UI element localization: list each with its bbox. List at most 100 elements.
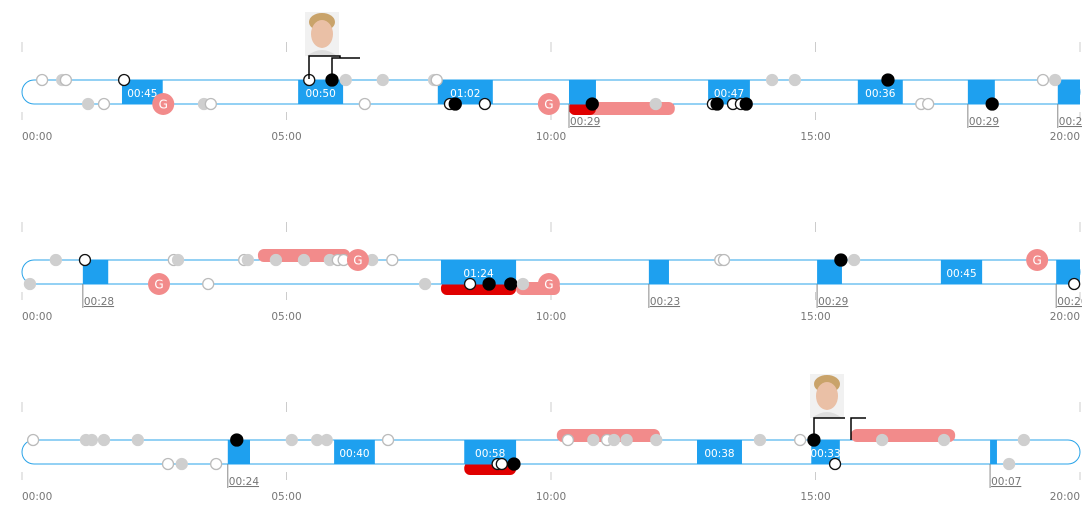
- penalty-label: 00:29: [570, 116, 600, 128]
- tick-label: 00:00: [22, 311, 52, 323]
- event-dot: [81, 97, 95, 111]
- event-dot: [358, 97, 371, 111]
- event-dot: [937, 433, 951, 447]
- event-dot: [26, 433, 40, 447]
- tick-label: 05:00: [271, 311, 301, 323]
- goal-label: G: [544, 278, 553, 292]
- event-dot: [1036, 73, 1050, 87]
- event-dot: [97, 433, 111, 447]
- event-dot: [495, 457, 508, 471]
- event-dot: [620, 433, 633, 447]
- penalty-block: [648, 259, 669, 285]
- event-dot: [788, 73, 802, 87]
- event-dot: [587, 433, 600, 447]
- penalty-label: 00:45: [127, 88, 157, 100]
- penalty-label: 00:24: [229, 476, 260, 488]
- tick-label: 05:00: [271, 491, 301, 503]
- event-dot: [710, 97, 724, 111]
- event-dot: [1068, 277, 1081, 291]
- event-dot: [1017, 433, 1031, 447]
- event-dot: [59, 73, 73, 87]
- player-photo: [810, 374, 866, 440]
- tick-label: 20:00: [1050, 131, 1080, 143]
- penalty-label: 00:07: [991, 476, 1021, 488]
- event-dot: [985, 97, 999, 111]
- event-dot: [765, 73, 779, 87]
- event-dot: [922, 97, 935, 111]
- tick-label: 15:00: [800, 491, 830, 503]
- penalty-label: 00:28: [84, 296, 114, 308]
- event-dot: [269, 253, 283, 267]
- event-dot: [463, 277, 477, 291]
- event-dot: [204, 97, 218, 111]
- penalty-label: 00:29: [818, 296, 848, 308]
- event-dot: [418, 277, 432, 291]
- event-dot: [516, 277, 530, 291]
- penalty-label: 00:26: [1057, 296, 1082, 308]
- event-dot: [1048, 73, 1062, 87]
- event-dot: [739, 97, 753, 111]
- goal-marker: [346, 249, 369, 271]
- penalty-block: [227, 439, 250, 465]
- goal-marker: [152, 93, 175, 115]
- event-dot: [607, 433, 621, 447]
- tick-label: 15:00: [800, 131, 830, 143]
- event-dot: [376, 73, 389, 87]
- goal-label: G: [159, 98, 168, 112]
- event-dot: [241, 253, 255, 267]
- event-dot: [23, 277, 37, 291]
- goal-marker: [148, 273, 171, 295]
- penalty-label: 00:38: [704, 448, 734, 460]
- power-play-bar: [440, 282, 517, 295]
- penalty-block: [990, 439, 997, 465]
- event-dot: [175, 457, 188, 471]
- event-dot: [49, 253, 63, 267]
- event-dot: [794, 433, 807, 447]
- period: 00:00 05:00 10:00 15:00 20:00 00:24 00:40 00:58…: [21, 402, 1081, 503]
- event-dot: [507, 457, 521, 471]
- tick-label: 00:00: [22, 491, 52, 503]
- event-dot: [35, 73, 49, 87]
- penalty-block: [334, 439, 375, 465]
- event-dot: [847, 253, 861, 267]
- event-dot: [561, 433, 575, 447]
- event-dot: [828, 457, 842, 471]
- penalty-label: 00:29: [969, 116, 999, 128]
- penalty-block: [940, 259, 983, 285]
- event-dot: [753, 433, 767, 447]
- event-dot: [285, 433, 298, 447]
- event-dot: [504, 277, 518, 291]
- penalty-label: 01:02: [450, 88, 480, 100]
- goal-label: G: [154, 278, 163, 292]
- event-dot: [478, 97, 492, 111]
- penalty-block: [464, 439, 517, 465]
- event-dot: [202, 277, 215, 291]
- penalty-label: 00:58: [475, 448, 505, 460]
- event-dot: [97, 97, 111, 111]
- penalty-label: 01:24: [463, 268, 494, 280]
- goal-label: G: [544, 98, 553, 112]
- event-dot: [161, 457, 175, 471]
- event-dot: [834, 253, 848, 267]
- event-dot: [230, 433, 244, 447]
- goal-label: G: [353, 254, 362, 268]
- event-dot: [881, 73, 895, 87]
- penalty-label: 00:45: [946, 268, 976, 280]
- tick-label: 10:00: [536, 131, 566, 143]
- event-dot: [131, 433, 145, 447]
- event-dot: [1002, 457, 1016, 471]
- tick-label: 20:00: [1050, 491, 1080, 503]
- penalty-block: [1057, 79, 1080, 105]
- player-photo: [305, 12, 360, 79]
- penalty-label: 00:33: [810, 448, 840, 460]
- event-dot: [650, 433, 663, 447]
- event-dot: [448, 97, 462, 111]
- tick-label: 10:00: [536, 491, 566, 503]
- penalty-label: 00:25: [1059, 116, 1082, 128]
- penalty-label: 00:50: [305, 88, 335, 100]
- event-dot: [297, 253, 311, 267]
- period: 00:00 05:00 10:00 15:00 20:00 00:28 01:24 00:23…: [21, 222, 1082, 323]
- goal-marker: [537, 93, 560, 115]
- event-dot: [585, 97, 599, 111]
